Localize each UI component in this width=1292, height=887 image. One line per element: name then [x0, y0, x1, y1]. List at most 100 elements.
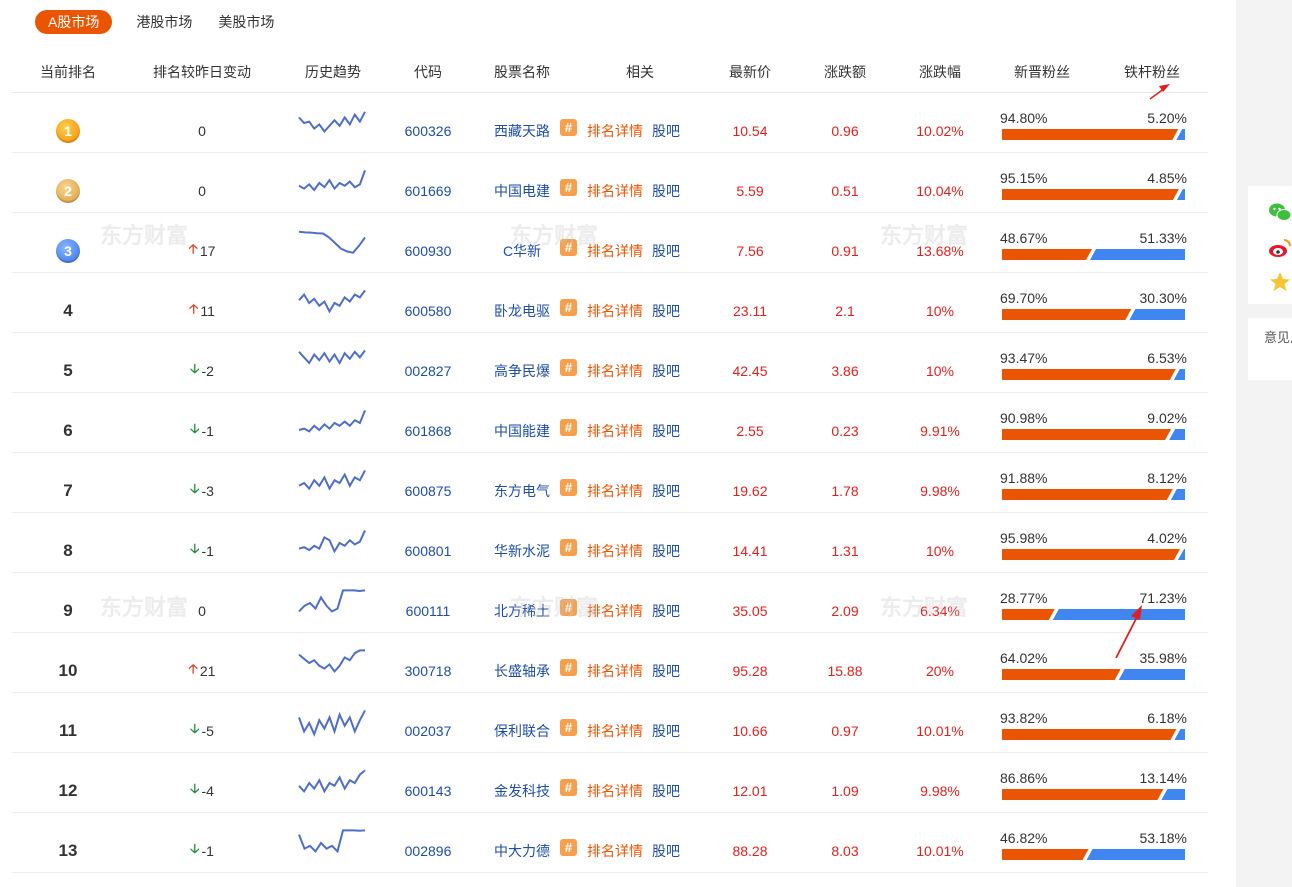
hashtag-icon[interactable]: # — [560, 179, 577, 196]
tab-hk-share[interactable]: 港股市场 — [136, 14, 193, 30]
tab-us-share[interactable]: 美股市场 — [218, 14, 275, 30]
stock-bar-link[interactable]: 股吧 — [652, 662, 680, 679]
stock-name[interactable]: 东方电气 — [494, 482, 550, 499]
stock-code[interactable]: 300718 — [404, 662, 452, 679]
hashtag-icon[interactable]: # — [560, 659, 577, 676]
trend-cell[interactable] — [297, 333, 367, 392]
trend-sparkline[interactable] — [297, 463, 367, 503]
rank-detail-link[interactable]: 排名详情 — [587, 302, 643, 319]
hashtag-icon[interactable]: # — [560, 719, 577, 736]
tab-a-share[interactable]: A股市场 — [35, 10, 113, 34]
hashtag-icon[interactable]: # — [560, 839, 577, 856]
stock-name[interactable]: 卧龙电驱 — [494, 302, 550, 319]
stock-code[interactable]: 600580 — [404, 302, 452, 319]
wechat-icon[interactable] — [1268, 200, 1292, 224]
rank-detail-link[interactable]: 排名详情 — [587, 122, 643, 139]
trend-cell[interactable] — [297, 93, 367, 152]
hashtag-icon[interactable]: # — [560, 239, 577, 256]
trend-sparkline[interactable] — [297, 703, 367, 743]
hashtag-icon[interactable]: # — [560, 479, 577, 496]
stock-bar-link[interactable]: 股吧 — [652, 242, 680, 259]
stock-bar-link[interactable]: 股吧 — [652, 722, 680, 739]
stock-code[interactable]: 600326 — [404, 122, 452, 139]
trend-sparkline[interactable] — [297, 163, 367, 203]
trend-sparkline[interactable] — [297, 823, 367, 863]
star-icon[interactable] — [1268, 270, 1292, 294]
trend-sparkline[interactable] — [297, 523, 367, 563]
stock-name[interactable]: 中大力德 — [494, 842, 550, 859]
stock-name[interactable]: 中国电建 — [494, 182, 550, 199]
trend-cell[interactable] — [297, 153, 367, 212]
stock-code[interactable]: 600801 — [404, 542, 452, 559]
stock-bar-link[interactable]: 股吧 — [652, 362, 680, 379]
stock-name[interactable]: 高争民爆 — [494, 362, 550, 379]
rank-detail-link[interactable]: 排名详情 — [587, 722, 643, 739]
stock-name[interactable]: 保利联合 — [494, 722, 550, 739]
rank-detail-link[interactable]: 排名详情 — [587, 182, 643, 199]
rank-detail-link[interactable]: 排名详情 — [587, 602, 643, 619]
stock-bar-link[interactable]: 股吧 — [652, 182, 680, 199]
hashtag-icon[interactable]: # — [560, 539, 577, 556]
hashtag-icon[interactable]: # — [560, 779, 577, 796]
stock-bar-link[interactable]: 股吧 — [652, 302, 680, 319]
stock-code[interactable]: 600875 — [404, 482, 452, 499]
trend-cell[interactable] — [297, 453, 367, 512]
trend-sparkline[interactable] — [297, 583, 367, 623]
stock-name[interactable]: C华新 — [502, 242, 542, 259]
trend-sparkline[interactable] — [297, 643, 367, 683]
stock-bar-link[interactable]: 股吧 — [652, 482, 680, 499]
trend-sparkline[interactable] — [297, 103, 367, 143]
trend-cell[interactable] — [297, 753, 367, 812]
trend-cell[interactable] — [297, 693, 367, 752]
hashtag-icon[interactable]: # — [560, 119, 577, 136]
rank-detail-link[interactable]: 排名详情 — [587, 422, 643, 439]
stock-name[interactable]: 北方稀土 — [494, 602, 550, 619]
stock-name[interactable]: 长盛轴承 — [494, 662, 550, 679]
weibo-icon[interactable] — [1268, 236, 1292, 260]
stock-code[interactable]: 600111 — [405, 602, 451, 619]
stock-bar-link[interactable]: 股吧 — [652, 842, 680, 859]
trend-sparkline[interactable] — [297, 283, 367, 323]
stock-bar-link[interactable]: 股吧 — [652, 782, 680, 799]
stock-name[interactable]: 华新水泥 — [494, 542, 550, 559]
rank-detail-link[interactable]: 排名详情 — [587, 662, 643, 679]
rank-detail-link[interactable]: 排名详情 — [587, 482, 643, 499]
rank-detail-link[interactable]: 排名详情 — [587, 242, 643, 259]
trend-cell[interactable] — [297, 213, 367, 272]
trend-cell[interactable] — [297, 393, 367, 452]
hashtag-icon[interactable]: # — [560, 419, 577, 436]
trend-cell[interactable] — [297, 633, 367, 692]
rank-detail-link[interactable]: 排名详情 — [587, 842, 643, 859]
stock-code[interactable]: 601868 — [404, 422, 452, 439]
feedback-button[interactable]: 意见反馈 — [1248, 318, 1292, 380]
stock-code[interactable]: 600930 — [404, 242, 452, 259]
stock-name[interactable]: 西藏天路 — [494, 122, 550, 139]
stock-code[interactable]: 002896 — [404, 842, 452, 859]
hashtag-icon[interactable]: # — [560, 359, 577, 376]
stock-bar-link[interactable]: 股吧 — [652, 422, 680, 439]
stock-code[interactable]: 601669 — [404, 182, 452, 199]
trend-sparkline[interactable] — [297, 223, 367, 263]
trend-cell[interactable] — [297, 573, 367, 632]
rank-detail-link[interactable]: 排名详情 — [587, 362, 643, 379]
header-trend: 历史趋势 — [305, 64, 361, 80]
trend-sparkline[interactable] — [297, 403, 367, 443]
rank-detail-link[interactable]: 排名详情 — [587, 782, 643, 799]
rank-detail-link[interactable]: 排名详情 — [587, 542, 643, 559]
stock-code[interactable]: 600143 — [404, 782, 452, 799]
hashtag-icon[interactable]: # — [560, 599, 577, 616]
stock-bar-link[interactable]: 股吧 — [652, 602, 680, 619]
stock-name[interactable]: 中国能建 — [494, 422, 550, 439]
trend-cell[interactable] — [297, 273, 367, 332]
stock-code[interactable]: 002827 — [404, 362, 452, 379]
stock-bar-link[interactable]: 股吧 — [652, 542, 680, 559]
stock-bar-link[interactable]: 股吧 — [652, 122, 680, 139]
trend-sparkline[interactable] — [297, 763, 367, 803]
trend-cell[interactable] — [297, 513, 367, 572]
hashtag-icon[interactable]: # — [560, 299, 577, 316]
trend-cell[interactable] — [297, 813, 367, 872]
trend-sparkline[interactable] — [297, 343, 367, 383]
latest-price: 88.28 — [732, 842, 768, 859]
stock-name[interactable]: 金发科技 — [494, 782, 550, 799]
stock-code[interactable]: 002037 — [404, 722, 452, 739]
